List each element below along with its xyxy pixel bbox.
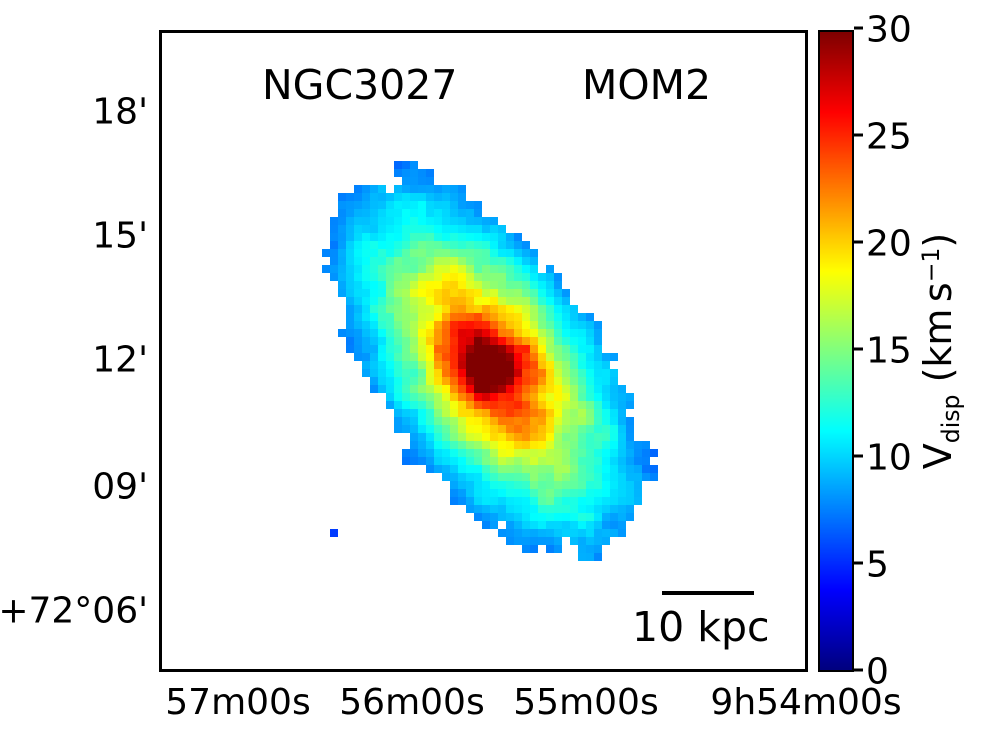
colorbar-tick-20: 20 (854, 224, 912, 265)
tickmark-icon (854, 26, 863, 30)
y-ticklabel-06m: +72°06' (0, 590, 148, 632)
y-axis-ticklabels: 18' 15' 12' 09' +72°06' (0, 0, 148, 740)
source-name-label: NGC3027 (262, 61, 458, 109)
image-axes: NGC3027 MOM2 10 kpc (159, 30, 808, 672)
scalebar-line (662, 591, 754, 595)
x-axis-ticklabels: 57m00s 56m00s 55m00s 9h54m00s (0, 682, 991, 742)
colorbar-tick-5: 5 (854, 545, 889, 586)
velocity-dispersion-map (162, 33, 805, 669)
cbar-label-units-open: (km (916, 308, 960, 395)
x-ticklabel-55m: 55m00s (513, 682, 659, 723)
x-ticklabel-54m: 9h54m00s (710, 682, 902, 723)
colorbar-ticklabels: 30 25 20 15 10 5 0 (854, 10, 984, 693)
cbar-label-v: V (916, 443, 960, 470)
cbar-label-sub: disp (936, 394, 965, 444)
y-ticklabel-18m: 18' (92, 91, 148, 133)
tickmark-icon (854, 668, 863, 672)
tickmark-icon (854, 240, 863, 244)
colorbar-tick-0: 0 (854, 652, 889, 693)
x-ticklabel-57m: 57m00s (165, 682, 311, 723)
y-ticklabel-12m: 12' (92, 339, 148, 381)
cbar-label-units-exp: −1 (917, 247, 946, 283)
cbar-label-units-close: ) (916, 232, 960, 248)
colorbar-tick-25: 25 (854, 117, 912, 158)
tickmark-icon (854, 454, 863, 458)
tickmark-icon (854, 347, 863, 351)
cbar-label-units-s: s (916, 282, 960, 303)
y-ticklabel-09m: 09' (92, 466, 148, 508)
colorbar-axis-label: Vdisp (km s−1) (908, 30, 968, 672)
colorbar-tick-15: 15 (854, 331, 912, 372)
colorbar-tick-30: 30 (854, 10, 912, 51)
colorbar (818, 30, 854, 672)
colorbar-gradient (820, 32, 852, 670)
map-type-label: MOM2 (582, 61, 712, 109)
y-ticklabel-15m: 15' (92, 215, 148, 257)
tickmark-icon (854, 133, 863, 137)
tickmark-icon (854, 561, 863, 565)
scalebar-label: 10 kpc (632, 603, 770, 651)
colorbar-tick-10: 10 (854, 438, 912, 479)
x-ticklabel-56m: 56m00s (339, 682, 485, 723)
